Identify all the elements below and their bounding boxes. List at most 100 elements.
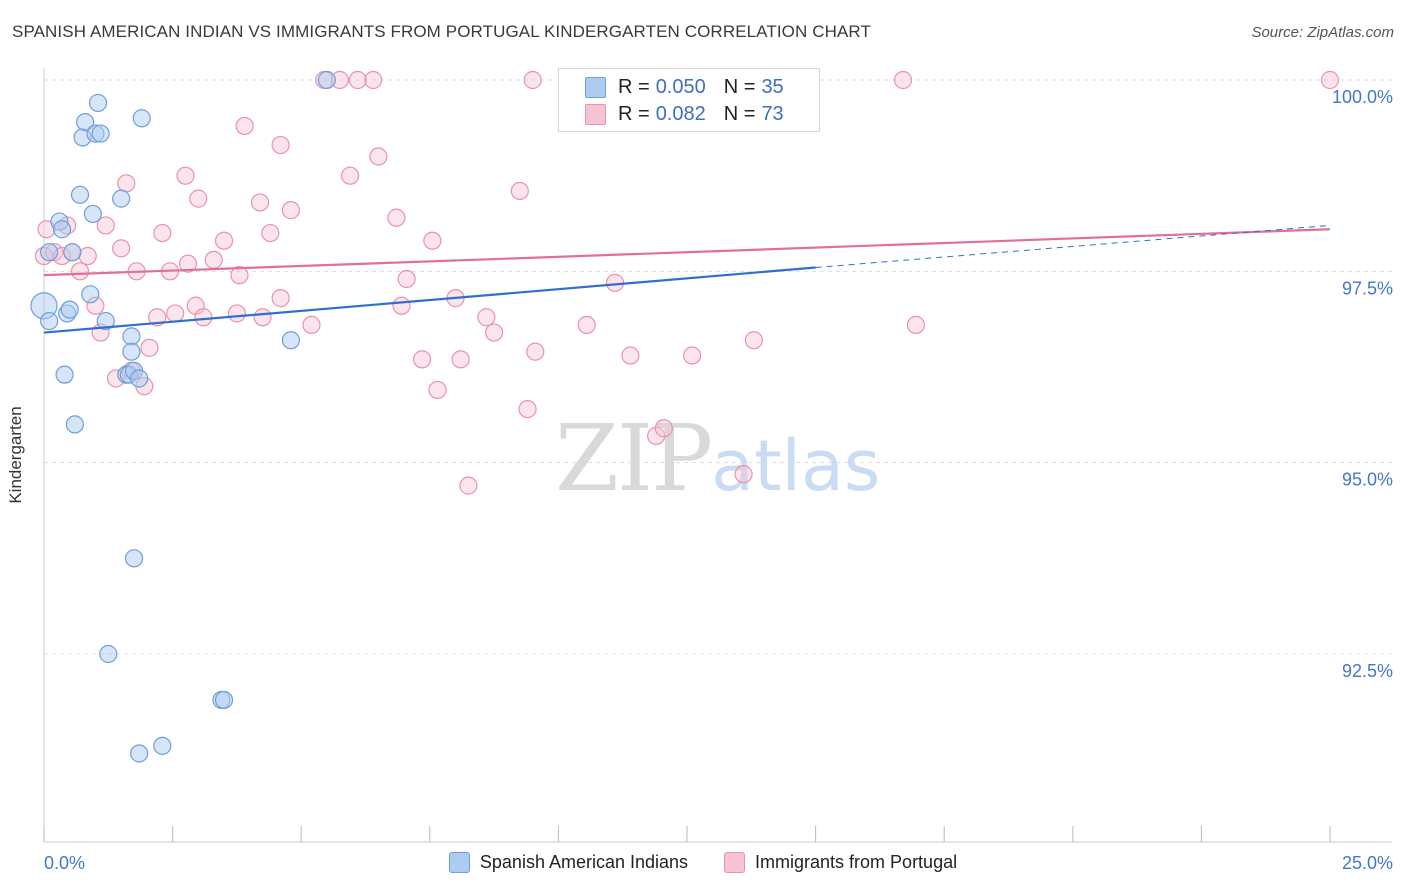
- data-point-spanish-american-indian: [83, 204, 102, 224]
- data-point-portugal: [387, 208, 406, 227]
- data-point-spanish-american-indian: [281, 331, 301, 350]
- series-spanish-american-indians: [30, 70, 337, 763]
- data-point-spanish-american-indian: [63, 243, 82, 262]
- legend-r-label: R =: [618, 102, 650, 125]
- data-point-spanish-american-indian: [91, 124, 110, 143]
- data-point-portugal: [621, 346, 640, 365]
- trend-line-spanish-american-indians: [43, 266, 816, 334]
- data-point-portugal: [683, 346, 702, 365]
- data-point-spanish-american-indian: [122, 327, 141, 346]
- data-point-spanish-american-indian: [214, 690, 234, 710]
- data-point-portugal: [485, 323, 504, 342]
- data-point-spanish-american-indian: [122, 342, 141, 361]
- tick-labels: 100.0% 97.5% 95.0% 92.5% 0.0% 25.0%: [44, 87, 1393, 873]
- legend-swatch-blue: [585, 76, 606, 98]
- data-point-spanish-american-indian: [317, 70, 337, 90]
- data-point-spanish-american-indian: [153, 736, 172, 755]
- source-label: Source: ZipAtlas.com: [1251, 24, 1394, 41]
- series-immigrants-from-portugal: [34, 70, 1340, 495]
- data-point-portugal: [392, 296, 411, 315]
- data-point-portugal: [1320, 70, 1340, 90]
- watermark: ZIPatlas: [555, 405, 880, 512]
- data-point-portugal: [176, 166, 195, 185]
- correlation-legend: R = 0.050 N = 35 R = 0.082 N = 73: [558, 68, 820, 132]
- legend-n-value: 35: [761, 75, 784, 98]
- data-point-portugal: [369, 147, 388, 166]
- series-legend: Spanish American Indians Immigrants from…: [0, 852, 1406, 873]
- data-point-portugal: [281, 201, 301, 220]
- data-point-spanish-american-indian: [99, 644, 118, 664]
- data-point-portugal: [153, 223, 172, 243]
- data-point-portugal: [605, 273, 625, 292]
- x-tick-label: 0.0%: [44, 853, 85, 873]
- data-point-portugal: [654, 419, 673, 438]
- data-point-portugal: [423, 231, 442, 250]
- data-point-portugal: [577, 315, 596, 335]
- data-point-portugal: [412, 350, 432, 369]
- data-point-portugal: [148, 308, 167, 327]
- watermark-zip: ZIP: [555, 405, 713, 512]
- data-point-spanish-american-indian: [52, 220, 72, 239]
- data-point-portugal: [906, 315, 926, 335]
- legend-r-value: 0.082: [655, 102, 706, 125]
- legend-r-value: 0.050: [655, 75, 706, 98]
- data-point-portugal: [510, 181, 529, 201]
- data-point-portugal: [364, 70, 383, 90]
- data-point-portugal: [526, 342, 545, 361]
- data-point-portugal: [397, 269, 416, 289]
- legend-swatch-pink: [585, 103, 606, 125]
- data-point-portugal: [744, 331, 763, 350]
- chart-title: SPANISH AMERICAN INDIAN VS IMMIGRANTS FR…: [12, 22, 871, 41]
- legend-item-spanish-american-indians[interactable]: Spanish American Indians: [448, 852, 688, 873]
- y-tick-label: 92.5%: [1342, 661, 1393, 681]
- data-point-portugal: [189, 189, 208, 208]
- data-point-portugal: [459, 476, 478, 495]
- data-point-portugal: [261, 223, 280, 243]
- data-point-portugal: [523, 70, 542, 90]
- data-point-portugal: [340, 166, 360, 185]
- data-point-portugal: [451, 350, 470, 369]
- data-point-spanish-american-indian: [65, 415, 84, 434]
- legend-row-pink: R = 0.082 N = 73: [585, 101, 784, 127]
- legend-n-value: 73: [761, 102, 784, 125]
- data-point-portugal: [518, 399, 537, 419]
- data-point-spanish-american-indian: [96, 311, 115, 331]
- data-point-spanish-american-indian: [124, 549, 144, 568]
- data-point-spanish-american-indian: [88, 93, 108, 113]
- data-point-portugal: [734, 465, 753, 484]
- y-tick-label: 97.5%: [1342, 278, 1393, 298]
- data-point-spanish-american-indian: [132, 109, 151, 128]
- trend-line-portugal: [43, 228, 1331, 277]
- data-point-spanish-american-indian: [81, 285, 100, 304]
- data-point-portugal: [96, 216, 115, 235]
- data-point-spanish-american-indian: [40, 243, 59, 262]
- data-point-portugal: [271, 135, 290, 155]
- data-point-spanish-american-indian: [70, 185, 90, 204]
- legend-n-label: N =: [723, 102, 756, 125]
- y-tick-label: 95.0%: [1342, 470, 1393, 490]
- data-point-portugal: [78, 246, 97, 266]
- data-point-portugal: [428, 380, 447, 400]
- data-point-portugal: [302, 315, 321, 335]
- data-point-spanish-american-indian: [130, 744, 149, 763]
- data-point-spanish-american-indian: [130, 369, 149, 388]
- grid: [44, 79, 1392, 655]
- watermark-atlas: atlas: [711, 425, 881, 507]
- data-point-portugal: [477, 308, 496, 327]
- trend-lines: [43, 224, 1331, 334]
- data-point-portugal: [166, 304, 185, 323]
- data-point-portugal: [230, 266, 249, 285]
- y-tick-label: 100.0%: [1332, 87, 1393, 107]
- legend-row-blue: R = 0.050 N = 35: [585, 74, 784, 100]
- data-point-portugal: [194, 308, 213, 327]
- data-point-portugal: [235, 116, 254, 136]
- data-point-spanish-american-indian: [40, 311, 59, 331]
- legend-label: Immigrants from Portugal: [755, 852, 958, 872]
- legend-r-label: R =: [618, 75, 650, 98]
- data-point-portugal: [250, 193, 270, 212]
- legend-swatch-blue: [448, 852, 470, 873]
- data-point-portugal: [271, 289, 290, 308]
- data-point-portugal: [112, 239, 131, 258]
- legend-item-immigrants-from-portugal[interactable]: Immigrants from Portugal: [724, 852, 957, 873]
